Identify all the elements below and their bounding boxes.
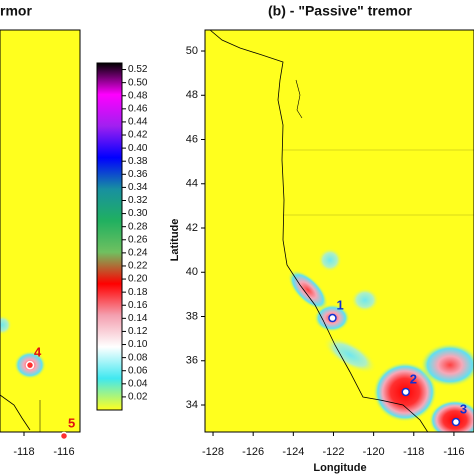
colorbar-tick-label: 0.40 — [128, 143, 148, 154]
colorbar-tick-label: 0.24 — [128, 248, 148, 259]
y-tick-label: 34 — [186, 399, 198, 411]
x-tick-label: -120 — [363, 446, 385, 458]
right-frame — [204, 29, 474, 433]
right-title: (b) - "Passive" tremor — [268, 3, 413, 19]
x-tick-label: -116 — [53, 446, 74, 458]
x-tick-label: -124 — [282, 446, 304, 458]
colorbar-tick-label: 0.10 — [128, 339, 148, 350]
right-map — [205, 30, 474, 432]
y-tick-label: 36 — [186, 355, 198, 367]
x-tick-label: -118 — [13, 446, 34, 458]
colorbar-tick-label: 0.32 — [128, 195, 148, 206]
colorbar-tick-label: 0.06 — [128, 365, 148, 376]
left-map — [0, 30, 80, 432]
y-tick-label: 40 — [186, 266, 198, 278]
colorbar-tick-label: 0.52 — [128, 64, 148, 75]
tremor-marker — [451, 417, 461, 427]
y-tick-label: 38 — [186, 310, 198, 322]
x-tick-label: -116 — [443, 446, 464, 458]
colorbar-tick-label: 0.18 — [128, 287, 148, 298]
left-title: rmor — [0, 3, 32, 19]
colorbar-tick-label: 0.08 — [128, 352, 148, 363]
colorbar-tick-label: 0.04 — [128, 378, 148, 389]
tremor-marker — [59, 431, 69, 441]
colorbar-tick-label: 0.36 — [128, 169, 148, 180]
colorbar-tick-label: 0.30 — [128, 208, 148, 219]
colorbar-tick-label: 0.48 — [128, 90, 148, 101]
colorbar-tick-label: 0.50 — [128, 77, 148, 88]
colorbar-tick-label: 0.20 — [128, 274, 148, 285]
marker-label: 2 — [410, 371, 417, 386]
marker-label: 5 — [68, 415, 75, 430]
y-tick-label: 48 — [186, 89, 198, 101]
y-tick-label: 42 — [186, 222, 198, 234]
colorbar — [96, 62, 123, 411]
colorbar-tick-label: 0.02 — [128, 392, 148, 403]
tremor-marker — [25, 360, 35, 370]
x-tick-label: -128 — [202, 446, 224, 458]
colorbar-tick-label: 0.42 — [128, 130, 148, 141]
x-tick-label: -122 — [322, 446, 344, 458]
y-tick-label: 46 — [186, 133, 198, 145]
colorbar-tick-label: 0.46 — [128, 103, 148, 114]
tremor-marker — [328, 313, 337, 323]
left-frame — [0, 29, 81, 433]
y-tick-label: 44 — [186, 178, 198, 190]
colorbar-tick-label: 0.12 — [128, 326, 148, 337]
y-axis-label: Latitude — [169, 219, 181, 262]
x-tick-label: -126 — [242, 446, 264, 458]
tremor-marker — [401, 387, 410, 397]
x-tick-label: -118 — [403, 446, 424, 458]
x-axis-label: Longitude — [313, 462, 366, 474]
marker-label: 1 — [336, 297, 343, 312]
colorbar-tick-label: 0.26 — [128, 234, 148, 245]
colorbar-tick-label: 0.28 — [128, 221, 148, 232]
colorbar-tick-label: 0.16 — [128, 300, 148, 311]
colorbar-tick-label: 0.22 — [128, 261, 148, 272]
colorbar-tick-label: 0.14 — [128, 313, 148, 324]
marker-label: 3 — [460, 401, 467, 416]
colorbar-tick-label: 0.34 — [128, 182, 148, 193]
colorbar-tick-label: 0.38 — [128, 156, 148, 167]
y-tick-label: 50 — [186, 45, 198, 57]
marker-label: 4 — [34, 345, 42, 360]
colorbar-tick-label: 0.44 — [128, 117, 148, 128]
